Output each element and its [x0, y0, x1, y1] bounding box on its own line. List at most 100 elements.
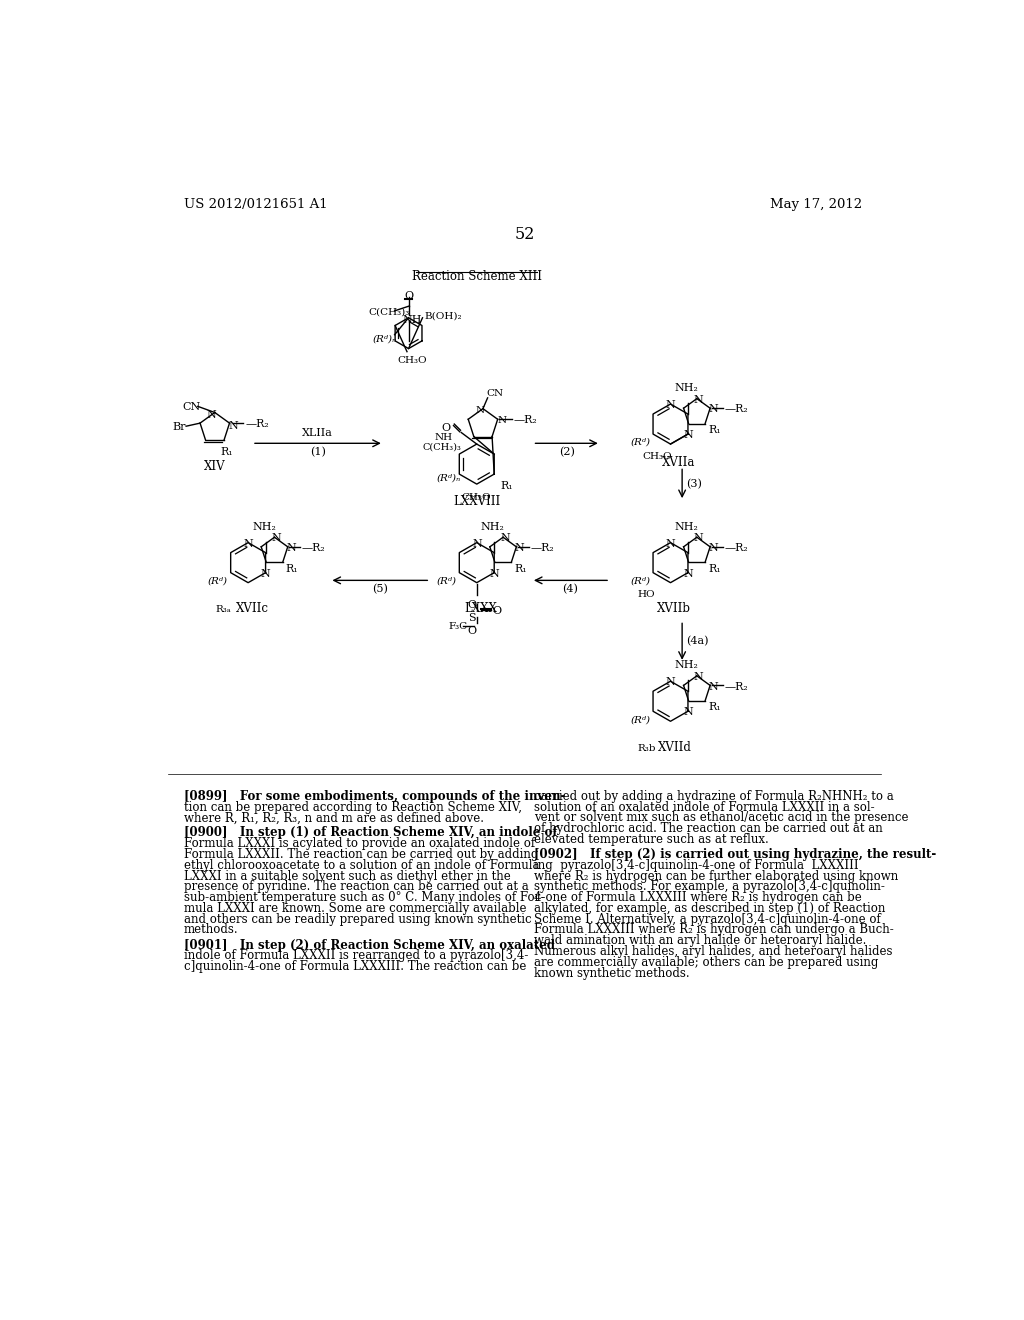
- Text: N: N: [666, 677, 676, 688]
- Text: (Rᵈ): (Rᵈ): [208, 577, 227, 586]
- Text: (Rᵈ): (Rᵈ): [630, 577, 650, 586]
- Text: R₁: R₁: [514, 564, 527, 574]
- Text: CH₃O: CH₃O: [397, 356, 427, 366]
- Text: —R₂: —R₂: [513, 416, 537, 425]
- Text: tion can be prepared according to Reaction Scheme XIV,: tion can be prepared according to Reacti…: [183, 800, 522, 813]
- Text: N: N: [683, 430, 693, 440]
- Text: [0901]   In step (2) of Reaction Scheme XIV, an oxalated: [0901] In step (2) of Reaction Scheme XI…: [183, 939, 555, 952]
- Text: R₁: R₁: [709, 564, 721, 574]
- Text: (Rᵈ)ₙ: (Rᵈ)ₙ: [436, 474, 461, 482]
- Text: XVIId: XVIId: [657, 741, 691, 754]
- Text: N: N: [693, 395, 703, 405]
- Text: HO: HO: [638, 590, 655, 599]
- Text: N: N: [207, 411, 216, 420]
- Text: May 17, 2012: May 17, 2012: [770, 198, 862, 211]
- Text: (3): (3): [686, 479, 701, 488]
- Text: (5): (5): [372, 585, 388, 594]
- Text: [0900]   In step (1) of Reaction Scheme XIV, an indole of: [0900] In step (1) of Reaction Scheme XI…: [183, 826, 557, 840]
- Text: N: N: [500, 533, 510, 544]
- Text: (4): (4): [562, 585, 579, 594]
- Text: [0899]   For some embodiments, compounds of the inven-: [0899] For some embodiments, compounds o…: [183, 789, 565, 803]
- Text: NH₂: NH₂: [675, 660, 698, 671]
- Text: XVIIc: XVIIc: [236, 602, 268, 615]
- Text: N: N: [228, 421, 238, 430]
- Text: ethyl chlorooxoacetate to a solution of an indole of Formula: ethyl chlorooxoacetate to a solution of …: [183, 859, 540, 871]
- Text: F₃C: F₃C: [449, 622, 468, 631]
- Text: —R₂: —R₂: [724, 404, 748, 414]
- Text: N: N: [709, 404, 718, 414]
- Text: [0902]   If step (2) is carried out using hydrazine, the result-: [0902] If step (2) is carried out using …: [535, 847, 936, 861]
- Text: XIV: XIV: [204, 461, 225, 474]
- Text: N: N: [693, 672, 703, 682]
- Text: B(OH)₂: B(OH)₂: [424, 312, 462, 321]
- Text: R₁: R₁: [709, 702, 721, 713]
- Text: N: N: [683, 708, 693, 717]
- Text: Formula LXXXII. The reaction can be carried out by adding: Formula LXXXII. The reaction can be carr…: [183, 847, 539, 861]
- Text: CN: CN: [486, 388, 503, 397]
- Text: —R₂: —R₂: [245, 420, 268, 429]
- Text: NH₂: NH₂: [675, 383, 698, 393]
- Text: CH₃O: CH₃O: [461, 494, 490, 503]
- Text: CN: CN: [182, 401, 201, 412]
- Text: Scheme I. Alternatively, a pyrazolo[3,4-c]quinolin-4-one of: Scheme I. Alternatively, a pyrazolo[3,4-…: [535, 912, 881, 925]
- Text: where R, R₁, R₂, R₃, n and m are as defined above.: where R, R₁, R₂, R₃, n and m are as defi…: [183, 812, 483, 825]
- Text: NH₂: NH₂: [675, 521, 698, 532]
- Text: sub-ambient temperature such as 0° C. Many indoles of For-: sub-ambient temperature such as 0° C. Ma…: [183, 891, 544, 904]
- Text: R₃b: R₃b: [638, 743, 656, 752]
- Text: LXXX: LXXX: [464, 602, 497, 615]
- Text: N: N: [271, 533, 282, 544]
- Text: —R₂: —R₂: [530, 543, 554, 553]
- Text: R₁: R₁: [709, 425, 721, 436]
- Text: NH: NH: [434, 433, 453, 442]
- Text: are commercially available; others can be prepared using: are commercially available; others can b…: [535, 956, 879, 969]
- Text: N: N: [693, 533, 703, 544]
- Text: NH₂: NH₂: [480, 521, 505, 532]
- Text: XVIIb: XVIIb: [657, 602, 691, 615]
- Text: vent or solvent mix such as ethanol/acetic acid in the presence: vent or solvent mix such as ethanol/acet…: [535, 812, 908, 825]
- Text: (Rᵈ): (Rᵈ): [630, 438, 650, 447]
- Text: and others can be readily prepared using known synthetic: and others can be readily prepared using…: [183, 912, 531, 925]
- Text: (Rᵈ): (Rᵈ): [630, 715, 650, 725]
- Text: wald amination with an aryl halide or heteroaryl halide.: wald amination with an aryl halide or he…: [535, 935, 866, 948]
- Text: LXXXI in a suitable solvent such as diethyl ether in the: LXXXI in a suitable solvent such as diet…: [183, 870, 511, 883]
- Text: R₁: R₁: [500, 480, 513, 491]
- Text: O: O: [468, 626, 476, 636]
- Text: N: N: [666, 400, 676, 411]
- Text: R₃ₐ: R₃ₐ: [216, 605, 231, 614]
- Text: methods.: methods.: [183, 924, 239, 936]
- Text: (Rᵈ): (Rᵈ): [436, 577, 457, 586]
- Text: N: N: [683, 569, 693, 578]
- Text: N: N: [472, 539, 482, 549]
- Text: synthetic methods. For example, a pyrazolo[3,4-c]quinolin-: synthetic methods. For example, a pyrazo…: [535, 880, 885, 894]
- Text: Br: Br: [172, 421, 185, 432]
- Text: indole of Formula LXXXII is rearranged to a pyrazolo[3,4-: indole of Formula LXXXII is rearranged t…: [183, 949, 528, 962]
- Text: O: O: [442, 422, 451, 433]
- Text: N: N: [475, 405, 484, 414]
- Text: N: N: [666, 539, 676, 549]
- Text: ing  pyrazolo[3,4-c]quinolin-4-one of Formula  LXXXIII: ing pyrazolo[3,4-c]quinolin-4-one of For…: [535, 859, 859, 871]
- Text: R₁: R₁: [221, 446, 233, 457]
- Text: carried out by adding a hydrazine of Formula R₂NHNH₂ to a: carried out by adding a hydrazine of For…: [535, 789, 894, 803]
- Text: CH₃O: CH₃O: [643, 451, 672, 461]
- Text: Formula LXXXI is acylated to provide an oxalated indole of: Formula LXXXI is acylated to provide an …: [183, 837, 535, 850]
- Text: elevated temperature such as at reflux.: elevated temperature such as at reflux.: [535, 833, 769, 846]
- Text: solution of an oxalated indole of Formula LXXXII in a sol-: solution of an oxalated indole of Formul…: [535, 800, 874, 813]
- Text: LXXVIII: LXXVIII: [454, 495, 501, 508]
- Text: R₁: R₁: [286, 564, 298, 574]
- Text: N: N: [244, 539, 253, 549]
- Text: C(CH₃)₃: C(CH₃)₃: [369, 308, 410, 317]
- Text: C(CH₃)₃: C(CH₃)₃: [423, 442, 462, 451]
- Text: (4a): (4a): [686, 636, 709, 647]
- Text: presence of pyridine. The reaction can be carried out at a: presence of pyridine. The reaction can b…: [183, 880, 528, 894]
- Text: S: S: [468, 614, 476, 623]
- Text: —R₂: —R₂: [724, 543, 748, 553]
- Text: O: O: [493, 606, 502, 615]
- Text: N: N: [261, 569, 270, 578]
- Text: Formula LXXXIII where R₂ is hydrogen can undergo a Buch-: Formula LXXXIII where R₂ is hydrogen can…: [535, 924, 894, 936]
- Text: mula LXXXI are known. Some are commercially available: mula LXXXI are known. Some are commercia…: [183, 902, 526, 915]
- Text: Numerous alkyl halides, aryl halides, and heteroaryl halides: Numerous alkyl halides, aryl halides, an…: [535, 945, 893, 958]
- Text: 52: 52: [515, 226, 535, 243]
- Text: where R₂ is hydrogen can be further elaborated using known: where R₂ is hydrogen can be further elab…: [535, 870, 898, 883]
- Text: XLIIa: XLIIa: [302, 428, 334, 438]
- Text: —R₂: —R₂: [302, 543, 326, 553]
